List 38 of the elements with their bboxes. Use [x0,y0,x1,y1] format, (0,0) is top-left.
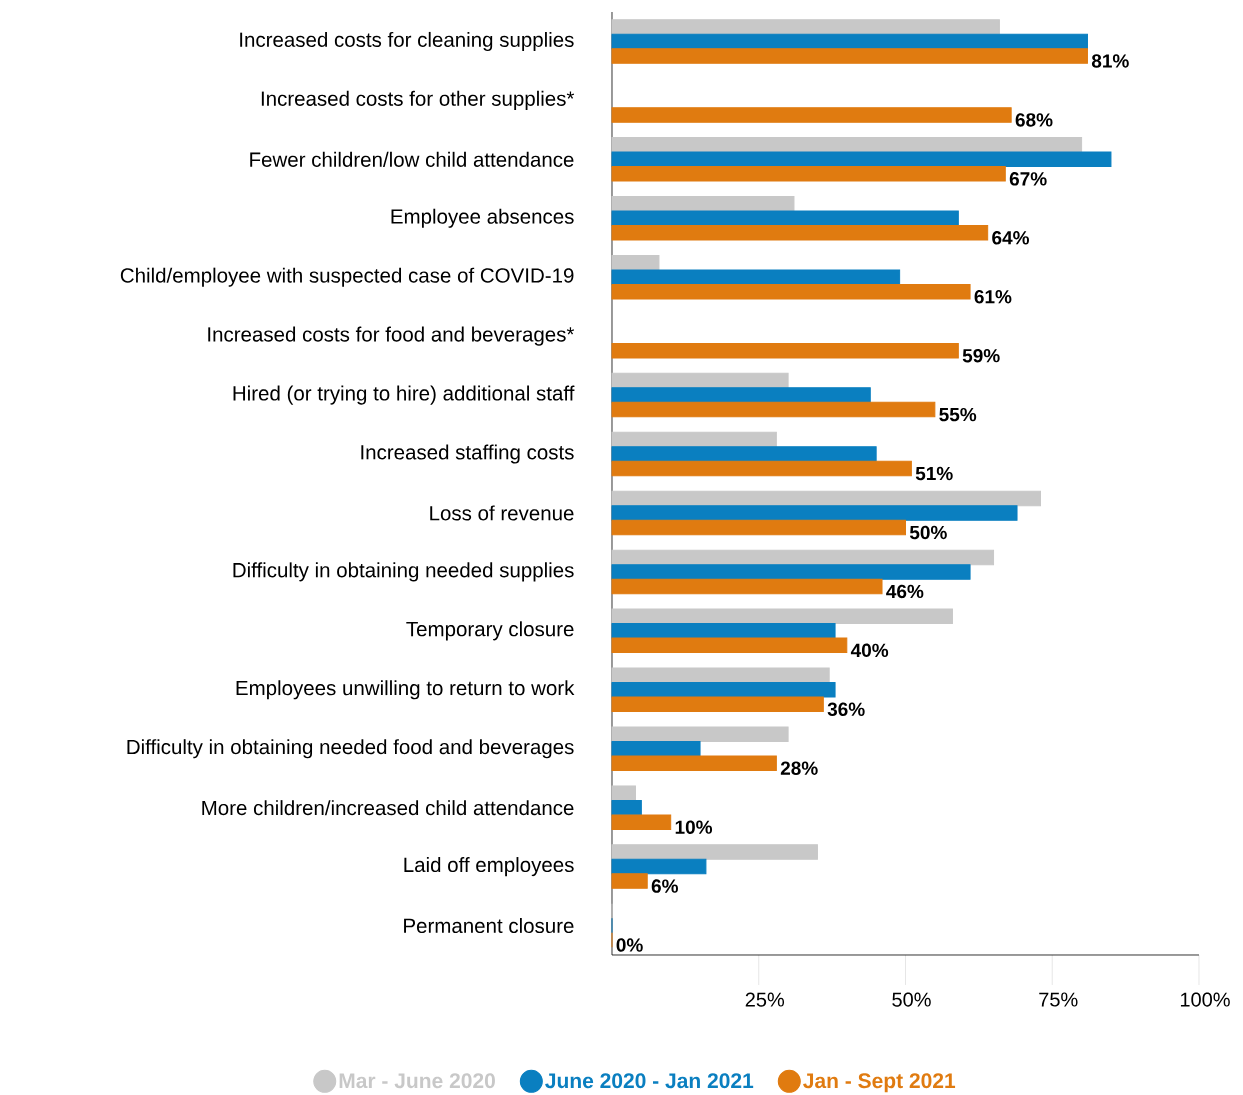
data-label: 55% [939,407,977,422]
data-label: 68% [1015,113,1053,127]
y-tick-label: Laid off employees [404,857,574,877]
x-tick-label: 75% [1039,992,1078,1007]
data-label: 10% [675,820,713,834]
data-label: 67% [1009,172,1047,186]
data-label: 28% [780,761,818,775]
legend-label: Jan - Sept 2021 [803,1073,956,1093]
data-label: 64% [992,231,1030,245]
y-tick-label: Loss of revenue [430,505,574,521]
data-label: 0% [616,938,643,952]
data-label: 6% [651,879,679,893]
y-tick-label: Difficulty in obtaining needed food and beverages [127,739,574,759]
y-tick-label: Hired (or trying to hire) additional staff [233,385,575,405]
y-tick-label: Temporary closure [406,621,574,641]
y-tick-label: Increased costs for cleaning supplies [240,31,574,52]
data-label: 51% [915,466,953,481]
x-tick-label: 25% [745,992,785,1007]
y-tick-label: Permanent closure [404,918,574,934]
y-tick-label: Child/employee with suspected case of COVID-19 [120,267,574,287]
y-tick-label: Difficulty in obtaining needed supplies [233,562,574,582]
data-label: 61% [974,289,1012,304]
data-label: 36% [827,702,865,717]
data-label: 59% [962,348,1000,363]
data-label: 46% [886,584,924,599]
y-tick-label: More children/increased child attendance [202,800,574,816]
x-tick-label: 50% [892,992,931,1007]
y-tick-label: Fewer children/low child attendance [250,151,574,167]
legend-label: June 2020 - Jan 2021 [545,1073,754,1089]
y-tick-label: Increased costs for food and beverages* [208,326,575,346]
y-tick-label: Employees unwilling to return to work [236,680,575,700]
data-label: 40% [850,643,889,658]
data-label: 50% [909,525,947,540]
data-label: 81% [1091,54,1129,68]
x-tick-label: 100% [1180,992,1230,1007]
y-tick-label: Employee absences [391,208,574,228]
y-tick-label: Increased costs for other supplies* [261,90,575,110]
y-tick-label: Increased staffing costs [361,444,574,464]
